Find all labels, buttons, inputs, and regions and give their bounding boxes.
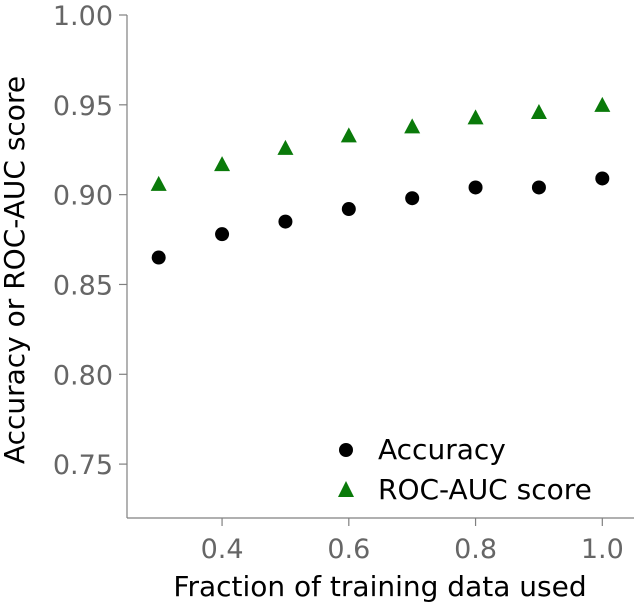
point-accuracy bbox=[151, 250, 166, 265]
point-accuracy bbox=[215, 227, 230, 242]
legend: Accuracy ROC-AUC score bbox=[338, 433, 592, 506]
plot-area bbox=[126, 15, 634, 519]
point-accuracy bbox=[405, 191, 420, 206]
point-accuracy bbox=[278, 214, 293, 229]
legend-marker-roc-auc bbox=[338, 481, 354, 497]
data-points bbox=[150, 96, 611, 265]
point-accuracy bbox=[341, 202, 356, 217]
x-tick-label: 0.8 bbox=[454, 534, 497, 565]
point-roc-auc-score bbox=[530, 104, 547, 120]
y-axis-ticks: 0.75 0.80 0.85 0.90 0.95 1.00 bbox=[53, 1, 127, 481]
y-tick-label: 0.75 bbox=[53, 450, 113, 481]
x-tick-label: 0.4 bbox=[201, 534, 244, 565]
y-tick-label: 0.90 bbox=[53, 181, 113, 212]
x-tick-label: 0.6 bbox=[327, 534, 370, 565]
x-axis-title: Fraction of training data used bbox=[173, 570, 586, 603]
point-accuracy bbox=[595, 171, 610, 186]
point-roc-auc-score bbox=[150, 175, 167, 191]
y-axis-title: Accuracy or ROC-AUC score bbox=[0, 76, 31, 464]
y-tick-label: 0.95 bbox=[53, 91, 113, 122]
point-accuracy bbox=[531, 180, 546, 195]
point-roc-auc-score bbox=[277, 139, 294, 155]
y-tick-label: 0.85 bbox=[53, 270, 113, 301]
point-roc-auc-score bbox=[214, 156, 231, 172]
y-tick-label: 1.00 bbox=[53, 1, 113, 32]
point-roc-auc-score bbox=[467, 109, 484, 125]
point-roc-auc-score bbox=[340, 127, 357, 143]
legend-label-accuracy: Accuracy bbox=[378, 433, 506, 466]
legend-marker-accuracy bbox=[339, 443, 353, 457]
point-accuracy bbox=[468, 180, 483, 195]
legend-label-roc-auc: ROC-AUC score bbox=[378, 473, 592, 506]
point-roc-auc-score bbox=[404, 118, 421, 134]
x-tick-label: 1.0 bbox=[581, 534, 624, 565]
x-axis-ticks: 0.4 0.6 0.8 1.0 bbox=[201, 518, 624, 565]
y-tick-label: 0.80 bbox=[53, 360, 113, 391]
point-roc-auc-score bbox=[594, 96, 611, 112]
